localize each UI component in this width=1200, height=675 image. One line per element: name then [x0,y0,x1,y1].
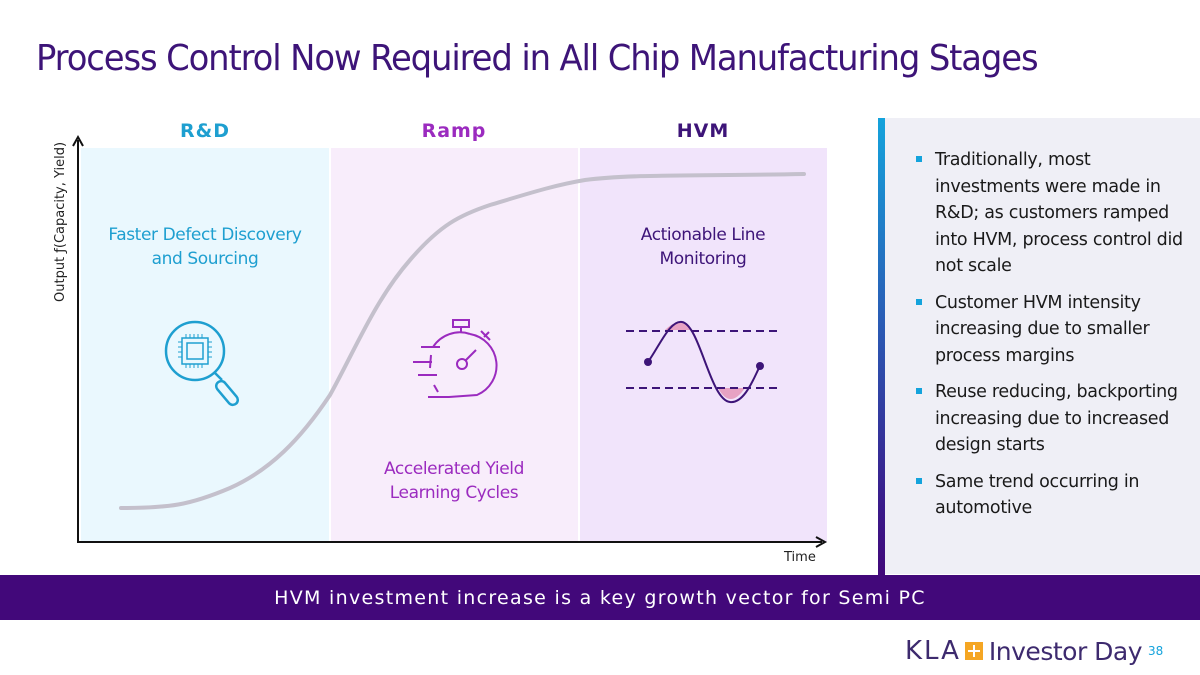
ramp-caption-line1: Accelerated Yield [383,459,525,479]
hvm-caption-line2: Monitoring [659,249,747,269]
page-title: Process Control Now Required in All Chip… [36,38,1039,79]
page-number: 38 [1148,644,1164,658]
rnd-caption-line1: Faster Defect Discovery [108,225,302,245]
bullet-list: Traditionally, most investments were mad… [916,147,1196,532]
zone-hvm [580,148,827,542]
panel-accent-bar [878,118,885,576]
takeaway-banner: HVM investment increase is a key growth … [0,575,1200,620]
zone-ramp [331,148,578,542]
control-chart-icon [626,320,780,403]
y-axis-arrow [72,134,84,147]
stage-label-ramp: Ramp [421,120,487,142]
plus-logo-icon [964,642,983,660]
footer-logo: KLA Investor Day [905,636,1143,666]
bullet-square-icon [916,388,922,394]
s-curve [119,172,806,510]
bullet-text: Traditionally, most investments were mad… [935,150,1183,276]
event-name: Investor Day [988,636,1143,666]
ramp-caption: Accelerated Yield Learning Cycles [330,457,578,505]
magnifier-chip-icon [164,320,240,407]
hvm-caption-line1: Actionable Line [640,225,766,245]
bullet-text: Same trend occurring in automotive [935,471,1140,519]
bullet-text: Customer HVM intensity increasing due to… [935,292,1150,366]
ramp-caption-line2: Learning Cycles [389,483,519,503]
bullet-square-icon [916,298,922,305]
stage-label-rnd: R&D [180,120,230,142]
bullet-square-icon [916,477,922,484]
y-axis-label: Output ƒ(Capacity, Yield) [53,141,68,302]
bullet-item: Reuse reducing, backporting increasing d… [916,379,1196,459]
stopwatch-icon [413,319,498,398]
banner-text: HVM investment increase is a key growth … [274,586,926,609]
rnd-caption: Faster Defect Discovery and Sourcing [81,223,329,271]
hvm-caption: Actionable Line Monitoring [579,223,827,271]
x-axis-arrow [815,536,828,548]
stage-label-hvm: HVM [676,120,730,142]
bullet-panel [885,118,1200,574]
kla-logo: KLA [905,636,961,666]
zone-rnd [81,148,329,542]
x-axis-label: Time [784,550,816,565]
bullet-square-icon [916,156,922,162]
bullet-item: Same trend occurring in automotive [916,469,1196,522]
bullet-text: Reuse reducing, backporting increasing d… [935,382,1178,455]
rnd-caption-line2: and Sourcing [151,249,259,269]
bullet-item: Traditionally, most investments were mad… [916,147,1196,280]
bullet-item: Customer HVM intensity increasing due to… [916,290,1196,370]
